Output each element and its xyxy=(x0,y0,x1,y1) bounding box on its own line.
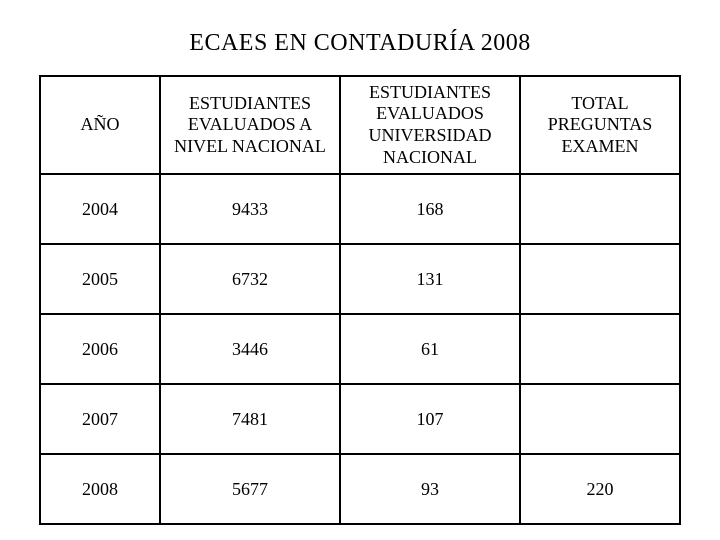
page-title: ECAES EN CONTADURÍA 2008 xyxy=(189,30,530,57)
cell-national: 5677 xyxy=(160,454,340,524)
cell-national: 6732 xyxy=(160,244,340,314)
cell-questions xyxy=(520,314,680,384)
cell-university: 107 xyxy=(340,384,520,454)
page: ECAES EN CONTADURÍA 2008 AÑO ESTUDIANTES… xyxy=(0,0,720,540)
cell-national: 7481 xyxy=(160,384,340,454)
col-header-national: ESTUDIANTES EVALUADOS A NIVEL NACIONAL xyxy=(160,76,340,174)
cell-questions xyxy=(520,384,680,454)
cell-university: 61 xyxy=(340,314,520,384)
table-row: 2007 7481 107 xyxy=(40,384,680,454)
cell-questions: 220 xyxy=(520,454,680,524)
table-row: 2004 9433 168 xyxy=(40,174,680,244)
cell-university: 131 xyxy=(340,244,520,314)
data-table: AÑO ESTUDIANTES EVALUADOS A NIVEL NACION… xyxy=(39,75,681,525)
cell-national: 3446 xyxy=(160,314,340,384)
table-header-row: AÑO ESTUDIANTES EVALUADOS A NIVEL NACION… xyxy=(40,76,680,174)
table-row: 2006 3446 61 xyxy=(40,314,680,384)
cell-year: 2008 xyxy=(40,454,160,524)
table-row: 2008 5677 93 220 xyxy=(40,454,680,524)
col-header-year: AÑO xyxy=(40,76,160,174)
cell-university: 93 xyxy=(340,454,520,524)
cell-national: 9433 xyxy=(160,174,340,244)
table-row: 2005 6732 131 xyxy=(40,244,680,314)
cell-university: 168 xyxy=(340,174,520,244)
cell-year: 2004 xyxy=(40,174,160,244)
cell-questions xyxy=(520,244,680,314)
col-header-questions: TOTAL PREGUNTAS EXAMEN xyxy=(520,76,680,174)
cell-questions xyxy=(520,174,680,244)
col-header-university: ESTUDIANTES EVALUADOS UNIVERSIDAD NACION… xyxy=(340,76,520,174)
cell-year: 2005 xyxy=(40,244,160,314)
cell-year: 2007 xyxy=(40,384,160,454)
cell-year: 2006 xyxy=(40,314,160,384)
